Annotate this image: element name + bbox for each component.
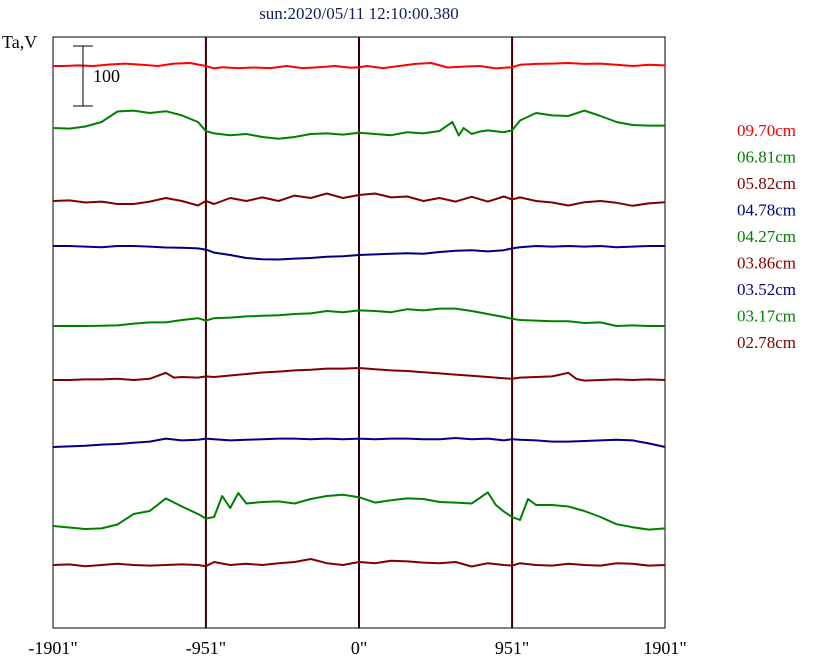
legend-entry-02.78cm: 02.78cm	[737, 333, 796, 352]
scale-bar-label: 100	[93, 66, 120, 86]
x-tick-labels: -1901" -951" 0" 951" 1901"	[28, 638, 686, 658]
reference-lines	[204, 37, 514, 628]
series-line-02.78cm	[52, 558, 666, 568]
legend-entry-06.81cm: 06.81cm	[737, 148, 796, 167]
series-line-06.81cm	[52, 109, 665, 140]
chart-title: sun:2020/05/11 12:10:00.380	[259, 4, 459, 23]
series-line-03.17cm	[52, 491, 666, 531]
x-tick-label-0: -1901"	[28, 638, 77, 658]
legend-entry-04.27cm: 04.27cm	[737, 227, 796, 246]
x-tick-label-1: -951"	[186, 638, 226, 658]
legend: 09.70cm 06.81cm 05.82cm 04.78cm 04.27cm 03.86…	[737, 121, 796, 352]
legend-entry-04.78cm: 04.78cm	[737, 201, 796, 220]
series-line-04.78cm	[53, 245, 665, 261]
legend-entry-03.17cm: 03.17cm	[737, 307, 796, 326]
legend-entry-03.52cm: 03.52cm	[737, 280, 796, 299]
legend-entry-03.86cm: 03.86cm	[737, 254, 796, 273]
series-line-04.27cm	[53, 307, 665, 327]
legend-entry-05.82cm: 05.82cm	[737, 174, 796, 193]
legend-entry-09.70cm: 09.70cm	[737, 121, 796, 140]
series-line-05.82cm	[52, 192, 666, 207]
series-group	[52, 62, 666, 568]
scale-bar: 100	[73, 45, 120, 107]
series-line-09.70cm	[53, 62, 666, 70]
x-tick-label-2: 0"	[351, 638, 367, 658]
x-tick-label-4: 1901"	[643, 638, 686, 658]
y-axis-label: Ta,V	[2, 32, 37, 52]
x-tick-label-3: 951"	[495, 638, 529, 658]
series-line-03.52cm	[52, 437, 666, 448]
series-line-03.86cm	[53, 367, 666, 382]
